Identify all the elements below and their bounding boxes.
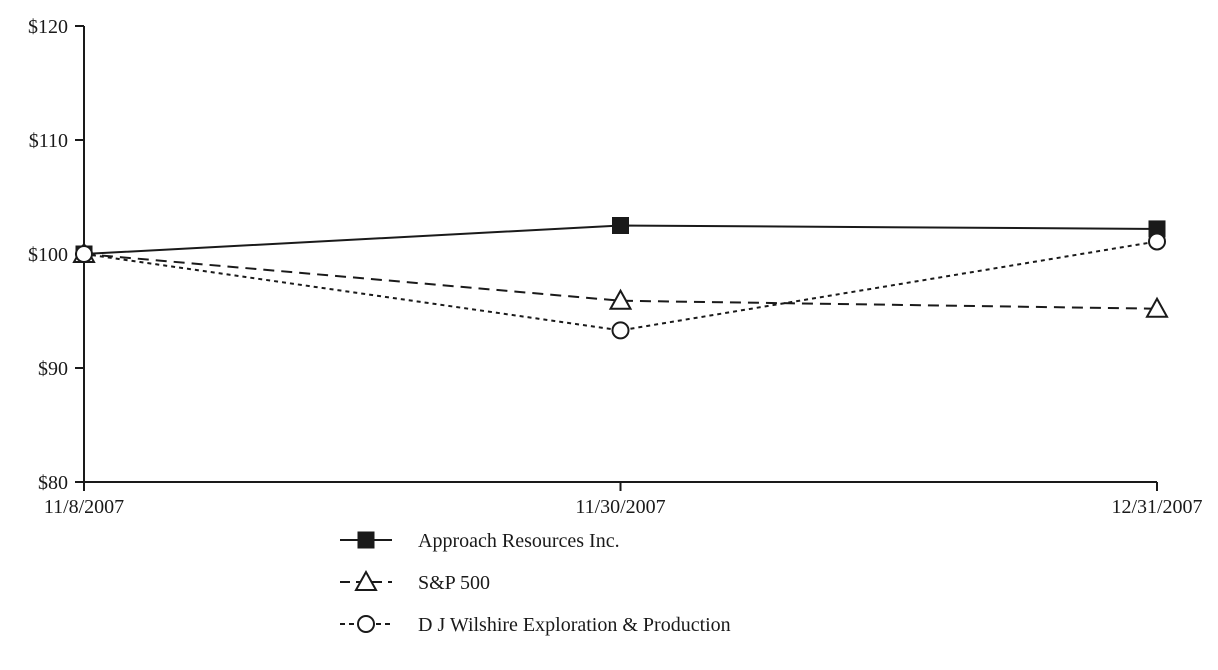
marker-circle bbox=[611, 321, 630, 340]
marker-triangle bbox=[608, 288, 633, 310]
marker-triangle bbox=[1145, 296, 1169, 318]
legend-item: S&P 500 bbox=[340, 569, 490, 594]
axes: $80 $90 $100 $110 $120 11/8/2007 11/30/2007 12/… bbox=[28, 16, 1203, 518]
marker-circle bbox=[75, 245, 93, 263]
y-tick-label: $120 bbox=[28, 16, 68, 38]
y-tick-label: $90 bbox=[38, 358, 68, 380]
marker-square bbox=[612, 217, 629, 234]
legend-label: D J Wilshire Exploration & Production bbox=[418, 614, 731, 636]
legend-label: S&P 500 bbox=[418, 572, 490, 594]
legend-item: Approach Resources Inc. bbox=[340, 530, 620, 552]
series-2 bbox=[72, 241, 1169, 318]
x-tick-label: 11/30/2007 bbox=[575, 496, 665, 518]
x-tick-label: 12/31/2007 bbox=[1111, 496, 1202, 518]
series-line bbox=[83, 240, 1158, 332]
marker-circle bbox=[1148, 232, 1166, 251]
marker-circle bbox=[357, 615, 375, 633]
legend-item: D J Wilshire Exploration & Production bbox=[340, 614, 731, 636]
y-tick-label: $80 bbox=[38, 472, 68, 494]
series-layer bbox=[72, 217, 1169, 340]
series-3 bbox=[75, 232, 1166, 340]
y-tick-label: $110 bbox=[29, 130, 68, 152]
y-tick-label: $100 bbox=[28, 244, 68, 266]
x-tick-label: 11/8/2007 bbox=[44, 496, 124, 518]
series-1 bbox=[75, 217, 1166, 263]
marker-square bbox=[357, 531, 375, 549]
marker-triangle bbox=[354, 569, 378, 591]
legend-label: Approach Resources Inc. bbox=[418, 530, 620, 552]
legend: Approach Resources Inc. S&P 500 D J Wilshi… bbox=[340, 530, 731, 636]
